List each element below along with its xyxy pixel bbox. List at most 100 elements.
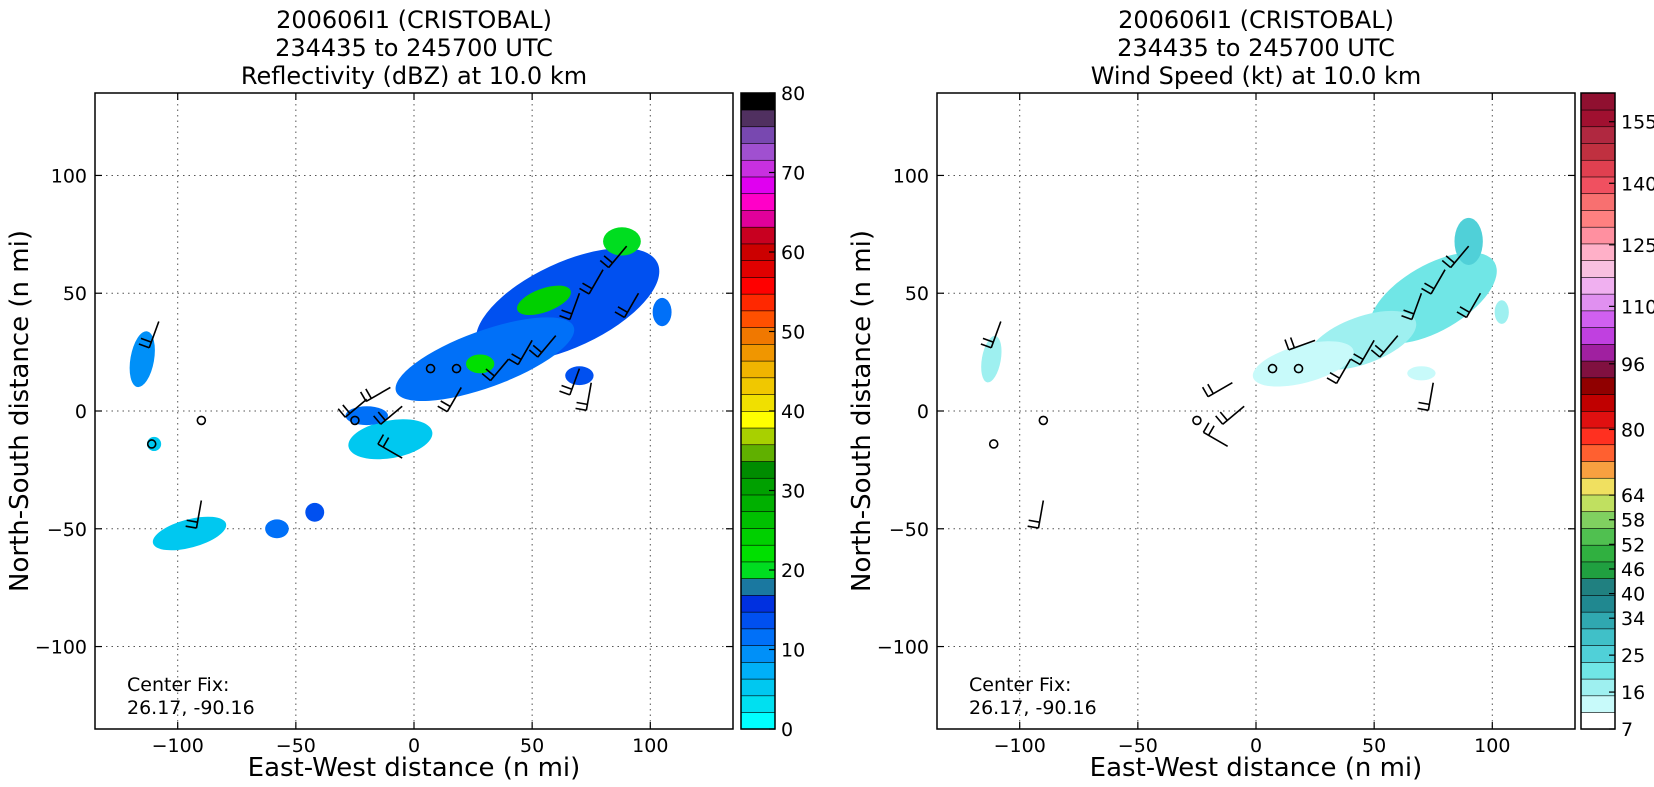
reflectivity-center-fix-value: 26.17, -90.16 (127, 697, 255, 719)
reflectivity-echo-region (129, 331, 155, 388)
reflectivity-wind-barb (377, 434, 403, 459)
reflectivity-colorbar-segment (740, 159, 776, 178)
wind-colorbar-segment (1580, 661, 1616, 680)
reflectivity-colorbar-segment (740, 193, 776, 211)
wind-colorbar-segment (1580, 410, 1616, 429)
wind-colorbar-segment (1580, 578, 1616, 596)
wind-echo-region (1407, 366, 1436, 381)
wind-colorbar-label: 34 (1621, 608, 1645, 630)
reflectivity-colorbar-segment (740, 126, 776, 144)
wind-ytick-label: 0 (917, 401, 929, 423)
reflectivity-wind-barb (138, 321, 160, 349)
wind-ytick-label: 100 (893, 165, 929, 187)
wind-colorbar-segment (1580, 260, 1616, 278)
reflectivity-ytick-label: 50 (63, 283, 87, 305)
wind-wind-barb (1215, 405, 1245, 425)
wind-colorbar-segment (1580, 427, 1616, 446)
wind-colorbar-label: 110 (1621, 296, 1654, 318)
reflectivity-colorbar-segment (740, 444, 776, 462)
wind-wind-barb (1350, 339, 1375, 366)
wind-wind-barb (1326, 358, 1352, 385)
reflectivity-colorbar-segment (740, 645, 776, 663)
reflectivity-center-marker (146, 439, 157, 449)
wind-speed-panel: 200606I1 (CRISTOBAL) 234435 to 245700 UT… (847, 6, 1654, 783)
reflectivity-colorbar-segment (740, 544, 776, 563)
wind-colorbar-segment (1580, 645, 1616, 663)
wind-colorbar-label: 155 (1621, 112, 1654, 134)
reflectivity-colorbar-segment (740, 594, 776, 613)
wind-colorbar-segment (1580, 594, 1616, 613)
wind-xtick-label: −50 (1118, 735, 1158, 757)
reflectivity-wind-barb (579, 269, 604, 295)
wind-xtick-label: 100 (1474, 735, 1510, 757)
wind-colorbar-segment (1580, 126, 1616, 144)
wind-colorbar-label: 46 (1621, 559, 1645, 581)
wind-center-marker (1192, 415, 1202, 426)
reflectivity-echo-region (265, 519, 289, 539)
reflectivity-panel: 200606I1 (CRISTOBAL) 234435 to 245700 UT… (5, 6, 805, 783)
reflectivity-wind-barb (599, 245, 628, 269)
wind-wind-barb (980, 321, 1002, 349)
reflectivity-colorbar-label: 20 (781, 560, 805, 582)
wind-colorbar-label: 40 (1621, 584, 1645, 606)
reflectivity-colorbar-segment (740, 695, 776, 713)
reflectivity-echo-region (146, 436, 162, 452)
wind-colorbar-label: 7 (1621, 719, 1633, 741)
wind-colorbar-segment (1580, 109, 1616, 128)
wind-colorbar-segment (1580, 293, 1616, 312)
reflectivity-colorbar-segment (740, 628, 776, 646)
reflectivity-ytick-label: −100 (35, 637, 87, 659)
reflectivity-colorbar-segment (740, 310, 776, 328)
wind-center-marker (1267, 363, 1278, 374)
reflectivity-wind-barb (185, 500, 203, 529)
wind-echo-region (981, 335, 1002, 383)
wind-ytick-label: −100 (877, 637, 929, 659)
reflectivity-echo-region (305, 502, 325, 522)
wind-echo-region (1252, 341, 1354, 387)
reflectivity-x-axis-label: East-West distance (n mi) (248, 753, 581, 783)
reflectivity-colorbar-segment (740, 578, 776, 596)
reflectivity-wind-barb (481, 358, 510, 382)
reflectivity-colorbar-label: 40 (781, 401, 805, 423)
wind-colorbar-segment (1580, 193, 1616, 211)
reflectivity-colorbar-segment (740, 427, 776, 446)
wind-colorbar-segment (1580, 628, 1616, 646)
wind-center-fix-label: Center Fix: (969, 674, 1071, 696)
wind-colorbar-label: 58 (1621, 510, 1645, 532)
reflectivity-colorbar-label: 70 (781, 163, 805, 185)
reflectivity-colorbar-segment (740, 226, 776, 245)
reflectivity-wind-barb (528, 335, 557, 358)
wind-colorbar-segment (1580, 494, 1616, 513)
reflectivity-echo-region (348, 419, 433, 460)
reflectivity-ytick-label: 0 (75, 401, 87, 423)
reflectivity-data-layer (129, 227, 672, 551)
wind-wind-barbs (980, 245, 1482, 529)
reflectivity-colorbar-segment (740, 678, 776, 697)
wind-center-marker (988, 439, 999, 449)
reflectivity-title-line-2: 234435 to 245700 UTC (275, 34, 553, 62)
wind-wind-barb (1202, 422, 1229, 448)
wind-colorbar-segment (1580, 209, 1616, 228)
wind-colorbar-segment (1580, 527, 1616, 546)
wind-xtick-label: 0 (1250, 735, 1262, 757)
wind-xtick-label: −100 (994, 735, 1046, 757)
wind-colorbar-segment (1580, 310, 1616, 328)
wind-wind-barb (1417, 382, 1435, 412)
reflectivity-colorbar-segment (740, 360, 776, 379)
reflectivity-center-marker (451, 363, 462, 374)
wind-colorbar-segment (1580, 678, 1616, 697)
reflectivity-colorbar-segment (740, 176, 776, 195)
wind-wind-barb (1284, 337, 1316, 351)
wind-echo-region (1454, 217, 1483, 265)
wind-colorbar-segment (1580, 243, 1616, 261)
reflectivity-colorbar: 0 10 20 30 40 50 60 70 80 (740, 83, 805, 741)
reflectivity-wind-barb (437, 387, 462, 413)
reflectivity-wind-barbs (138, 245, 640, 529)
reflectivity-colorbar-segment (740, 343, 776, 362)
reflectivity-wind-barb (508, 339, 533, 366)
wind-y-axis-label: North-South distance (n mi) (847, 230, 877, 592)
wind-wind-barb (1401, 292, 1423, 321)
wind-colorbar-segment (1580, 711, 1616, 730)
reflectivity-colorbar-label: 60 (781, 242, 805, 264)
reflectivity-wind-barb (373, 405, 403, 425)
